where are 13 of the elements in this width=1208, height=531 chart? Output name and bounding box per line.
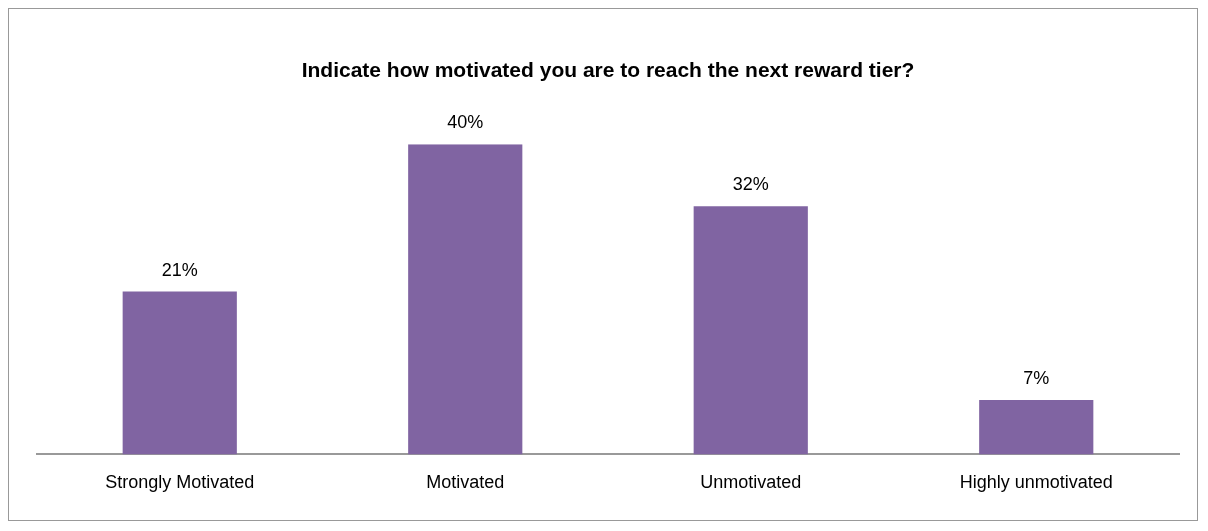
x-tick-label: Unmotivated — [700, 472, 802, 493]
data-label: 40% — [447, 112, 484, 133]
bar — [979, 400, 1094, 455]
x-tick-label: Strongly Motivated — [105, 472, 255, 493]
bar — [122, 291, 237, 455]
x-tick-label: Motivated — [426, 472, 505, 493]
bar — [408, 144, 523, 455]
x-tick-label: Highly unmotivated — [959, 472, 1113, 493]
bar — [693, 206, 808, 455]
data-label: 32% — [732, 174, 769, 195]
data-label: 7% — [1023, 368, 1050, 389]
data-label: 21% — [161, 259, 198, 280]
chart-title: Indicate how motivated you are to reach the next reward tier? — [301, 58, 915, 82]
